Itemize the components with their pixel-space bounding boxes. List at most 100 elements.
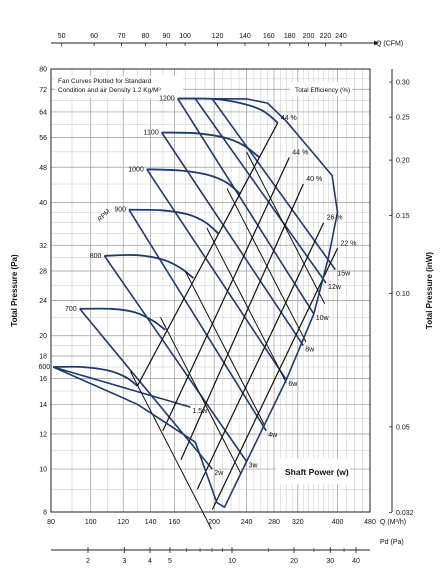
- left-tick-label: 12: [39, 431, 47, 438]
- pd-tick-label: 2: [86, 558, 90, 565]
- power-label: 4w: [268, 432, 278, 439]
- rpm-label-800: 800: [90, 253, 102, 260]
- top-tick-label: 100: [179, 33, 191, 40]
- left-axis-label: Total Pressure (Pa): [10, 254, 19, 327]
- title-box: Fan Curves Plotted for Standard Condition…: [55, 76, 183, 98]
- rpm-curve-900: [128, 208, 220, 235]
- pd-tick-label: 5: [168, 558, 172, 565]
- shaft-power-bg: [276, 458, 350, 484]
- title-line: Condition and air Density 1.2 Kg/M³: [58, 87, 161, 94]
- left-tick-label: 10: [39, 467, 47, 474]
- top-tick-label: 70: [118, 33, 126, 40]
- power-label: 15w: [337, 271, 351, 278]
- efficiency-line-label: 40 %: [306, 176, 322, 183]
- power-label: 1.5w: [192, 408, 208, 415]
- top-tick-label: 240: [335, 33, 347, 40]
- top-tick-label: 60: [90, 33, 98, 40]
- rpm-curve-800: [104, 254, 194, 279]
- efficiency-line-label: 26 %: [327, 215, 343, 222]
- right-tick-label: 0.20: [396, 158, 410, 165]
- efficiency-label: Total Efficiency (%): [295, 87, 350, 94]
- title-line: Fan Curves Plotted for Standard: [58, 78, 152, 85]
- left-tick-label: 24: [39, 298, 47, 305]
- top-tick-label: 80: [141, 33, 149, 40]
- right-tick-label: 0.25: [396, 115, 410, 122]
- system-curve: [246, 151, 326, 304]
- rpm-label-1200: 1200: [159, 96, 175, 103]
- right-tick-label: 0.30: [396, 80, 410, 87]
- power-label: 2w: [214, 470, 224, 477]
- power-label: 10w: [316, 315, 330, 322]
- top-tick-label: 220: [320, 33, 332, 40]
- right-tick-label: 0.15: [396, 213, 410, 220]
- left-tick-label: 28: [39, 268, 47, 275]
- system-curve: [130, 371, 212, 530]
- pd-tick-label: 40: [352, 558, 360, 565]
- rpm-label-1100: 1100: [144, 130, 159, 137]
- right-tick-label: 0.05: [396, 424, 410, 431]
- bottom-tick-label: 140: [145, 519, 157, 526]
- pd-tick-label: 3: [122, 558, 126, 565]
- power-label: 8w: [305, 347, 315, 354]
- left-tick-label: 80: [39, 67, 47, 74]
- power-label: 12w: [328, 284, 342, 291]
- right-tick-label: 0.10: [396, 291, 410, 298]
- efficiency-line-label: 44 %: [292, 150, 308, 157]
- right-axis-label: Total Pressure (inW): [425, 252, 434, 330]
- power-line: [161, 132, 304, 347]
- efficiency-line: [136, 122, 279, 387]
- pd-tick-label: 20: [290, 558, 298, 565]
- efficiency-line: [162, 157, 290, 432]
- bottom-tick-label: 280: [268, 519, 280, 526]
- rpm-label-700: 700: [65, 306, 77, 313]
- top-tick-label: 140: [239, 33, 251, 40]
- top-axis-arrow: [374, 40, 379, 46]
- rpm-label-600: 600: [39, 364, 51, 371]
- plot-frame: [50, 68, 371, 513]
- bottom-tick-label: 240: [241, 519, 253, 526]
- left-tick-label: 40: [39, 200, 47, 207]
- left-tick-label: 72: [39, 87, 47, 94]
- bottom-tick-label: 100: [85, 519, 97, 526]
- power-line: [146, 168, 287, 381]
- efficiency-line-label: 44 %: [281, 115, 297, 122]
- efficiency-line: [211, 248, 339, 510]
- title-bg: [55, 76, 183, 98]
- top-tick-label: 120: [212, 33, 224, 40]
- system-curve: [160, 317, 242, 474]
- power-label: 3w: [249, 463, 259, 470]
- left-tick-label: 20: [39, 333, 47, 340]
- bottom-tick-label: 320: [292, 519, 304, 526]
- bottom-axis-label: Q (M³/h): [380, 519, 406, 526]
- bottom-tick-label: 120: [117, 519, 129, 526]
- left-tick-label: 48: [39, 165, 47, 172]
- rpm-label-1000: 1000: [128, 166, 144, 173]
- left-tick-label: 56: [39, 135, 47, 142]
- system-curve: [226, 188, 307, 343]
- top-tick-label: 180: [284, 33, 296, 40]
- power-line: [103, 255, 248, 462]
- top-axis-label: Q (CFM): [376, 41, 403, 48]
- rpm-curve-1000: [146, 168, 242, 195]
- power-line: [79, 308, 213, 470]
- power-line: [128, 209, 267, 432]
- efficiency-line: [180, 183, 304, 460]
- operating-envelope: [52, 97, 339, 508]
- bottom-tick-label: 400: [332, 519, 344, 526]
- left-tick-label: 64: [39, 109, 47, 116]
- top-tick-label: 50: [58, 33, 66, 40]
- rpm-curve-700: [79, 307, 166, 331]
- top-tick-label: 200: [303, 33, 315, 40]
- bottom-tick-label: 200: [208, 519, 220, 526]
- left-tick-label: 32: [39, 243, 47, 250]
- right-tick-label: 0.032: [396, 510, 414, 517]
- efficiency-line: [196, 222, 325, 490]
- left-tick-label: 8: [43, 510, 47, 517]
- left-tick-label: 14: [39, 402, 47, 409]
- left-tick-label: 18: [39, 353, 47, 360]
- left-tick-label: 16: [39, 376, 47, 383]
- bottom-tick-label: 480: [364, 519, 376, 526]
- pd-tick-label: 10: [228, 558, 236, 565]
